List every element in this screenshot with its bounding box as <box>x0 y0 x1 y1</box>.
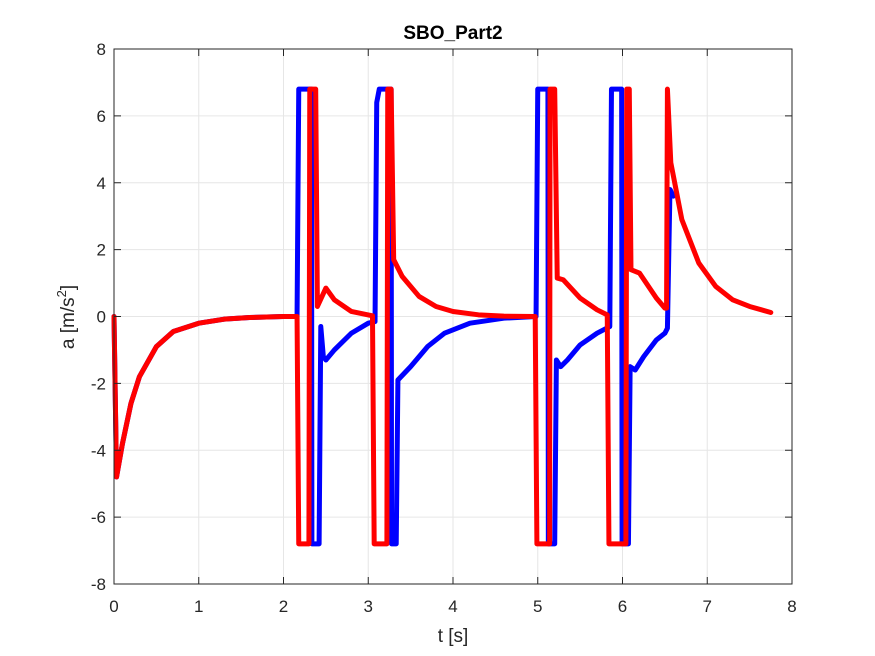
y-tick-label: 2 <box>97 241 106 260</box>
y-tick-label: 0 <box>97 308 106 327</box>
y-tick-label: -6 <box>91 508 106 527</box>
x-tick-label: 8 <box>787 597 796 616</box>
x-tick-label: 1 <box>194 597 203 616</box>
x-tick-label: 5 <box>533 597 542 616</box>
y-tick-label: 8 <box>97 40 106 59</box>
x-tick-label: 4 <box>448 597 457 616</box>
series-layer <box>111 86 774 547</box>
x-tick-label: 3 <box>364 597 373 616</box>
chart-title: SBO_Part2 <box>403 23 502 44</box>
y-tick-label: -4 <box>91 441 106 460</box>
x-axis-label: t [s] <box>438 626 469 647</box>
x-tick-label: 6 <box>618 597 627 616</box>
x-tick-label: 7 <box>703 597 712 616</box>
y-tick-label: -8 <box>91 575 106 594</box>
x-tick-label: 2 <box>279 597 288 616</box>
y-axis-label: a [m/s2] <box>54 285 79 349</box>
y-axis-label-main: a [m/s <box>58 297 79 349</box>
y-tick-label: 4 <box>97 174 106 193</box>
y-tick-label: 6 <box>97 107 106 126</box>
x-tick-label: 0 <box>109 597 118 616</box>
series-line-2 <box>111 86 774 547</box>
y-tick-label: -2 <box>91 374 106 393</box>
y-axis-label-end: ] <box>58 285 79 290</box>
y-axis-label-sup: 2 <box>54 290 69 297</box>
tick-layer: 0 1 2 3 4 5 6 7 8 -8 -6 -4 -2 0 2 4 6 8 <box>91 40 797 616</box>
